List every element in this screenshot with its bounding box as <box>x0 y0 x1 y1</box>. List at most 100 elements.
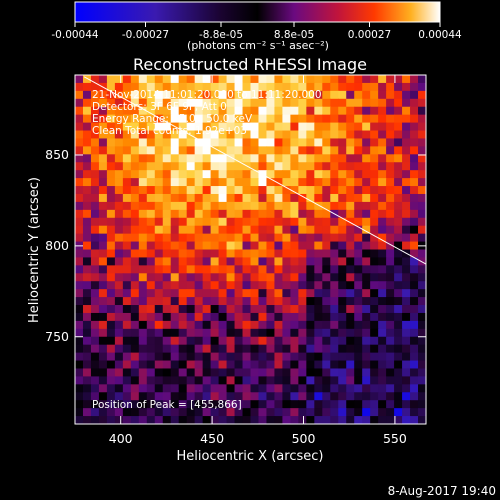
heatmap-cell <box>218 225 228 235</box>
heatmap-cell <box>410 297 419 306</box>
heatmap-cell <box>210 82 220 92</box>
heatmap-cell <box>82 281 92 290</box>
heatmap-cell <box>154 281 164 290</box>
heatmap-cell <box>90 130 100 140</box>
heatmap-cell <box>82 193 92 203</box>
heatmap-cell <box>242 273 252 282</box>
heatmap-cell <box>226 193 236 203</box>
heatmap-cell <box>138 75 148 84</box>
heatmap-cell <box>122 233 132 243</box>
heatmap-cell <box>298 289 307 298</box>
heatmap-cell <box>282 289 291 298</box>
heatmap-cell <box>394 257 403 266</box>
heatmap-cell <box>402 305 411 314</box>
heatmap-cell <box>274 320 284 330</box>
heatmap-cell <box>282 233 291 243</box>
heatmap-cell <box>194 392 204 401</box>
heatmap-cell <box>250 75 260 84</box>
heatmap-cell <box>362 114 371 124</box>
heatmap-cell <box>266 162 276 171</box>
heatmap-cell <box>322 162 331 171</box>
heatmap-cell <box>114 178 124 187</box>
heatmap-cell <box>346 265 355 274</box>
heatmap-cell <box>138 416 148 424</box>
heatmap-cell <box>250 297 260 306</box>
heatmap-cell <box>114 257 124 266</box>
heatmap-cell <box>154 122 164 132</box>
heatmap-cell <box>362 233 371 243</box>
heatmap-cell <box>258 336 268 346</box>
heatmap-cell <box>306 273 315 282</box>
heatmap-cell <box>330 392 339 401</box>
heatmap-cell <box>98 90 108 100</box>
heatmap-cell <box>298 400 307 409</box>
heatmap-cell <box>322 217 331 227</box>
heatmap-cell <box>370 312 379 322</box>
heatmap-cell <box>314 376 323 385</box>
heatmap-cell <box>162 193 172 203</box>
heatmap-cell <box>266 328 276 338</box>
heatmap-cell <box>210 170 220 179</box>
heatmap-cell <box>274 241 284 251</box>
heatmap-cell <box>346 122 355 132</box>
heatmap-cell <box>162 376 172 385</box>
heatmap-cell <box>386 90 395 100</box>
heatmap-cell <box>250 257 260 266</box>
heatmap-cell <box>218 201 228 211</box>
heatmap-cell <box>298 241 307 251</box>
heatmap-cell <box>106 130 116 140</box>
heatmap-cell <box>314 82 323 92</box>
heatmap-cell <box>154 344 164 354</box>
heatmap-cell <box>114 114 124 124</box>
heatmap-cell <box>282 217 291 227</box>
heatmap-cell <box>90 352 100 362</box>
heatmap-cell <box>298 154 307 163</box>
heatmap-cell <box>418 186 426 195</box>
heatmap-cell <box>306 178 315 187</box>
heatmap-cell <box>146 162 156 171</box>
heatmap-cell <box>274 162 284 171</box>
heatmap-cell <box>122 344 132 354</box>
heatmap-cell <box>346 320 355 330</box>
heatmap-cell <box>322 320 331 330</box>
heatmap-cell <box>346 336 355 346</box>
heatmap-cell <box>362 281 371 290</box>
heatmap-cell <box>242 225 252 235</box>
heatmap-cell <box>250 360 260 370</box>
heatmap-cell <box>290 344 299 354</box>
heatmap-cell <box>418 392 426 401</box>
heatmap-cell <box>330 400 339 409</box>
heatmap-cell <box>330 75 339 84</box>
heatmap-cell <box>122 162 132 171</box>
heatmap-cell <box>386 352 395 362</box>
heatmap-cell <box>338 368 347 378</box>
heatmap-cell <box>362 305 371 314</box>
heatmap-cell <box>242 368 252 378</box>
heatmap-cell <box>290 352 299 362</box>
heatmap-cell <box>418 122 426 132</box>
heatmap-cell <box>202 122 212 132</box>
heatmap-cell <box>114 273 124 282</box>
heatmap-cell <box>362 98 371 108</box>
heatmap-cell <box>75 75 84 84</box>
heatmap-cell <box>194 241 204 251</box>
heatmap-cell <box>282 320 291 330</box>
heatmap-cell <box>226 352 236 362</box>
heatmap-cell <box>186 114 196 124</box>
heatmap-cell <box>362 352 371 362</box>
heatmap-cell <box>226 297 236 306</box>
heatmap-cell <box>210 257 220 266</box>
heatmap-cell <box>242 130 252 140</box>
heatmap-cell <box>146 75 156 84</box>
heatmap-cell <box>418 162 426 171</box>
heatmap-cell <box>330 146 339 155</box>
heatmap-cell <box>162 154 172 163</box>
heatmap-cell <box>75 106 84 116</box>
heatmap-cell <box>306 162 315 171</box>
heatmap-cell <box>154 106 164 116</box>
heatmap-cell <box>298 416 307 424</box>
heatmap-cell <box>162 138 172 147</box>
heatmap-cell <box>138 408 148 417</box>
heatmap-cell <box>218 106 228 116</box>
heatmap-cell <box>75 114 84 124</box>
